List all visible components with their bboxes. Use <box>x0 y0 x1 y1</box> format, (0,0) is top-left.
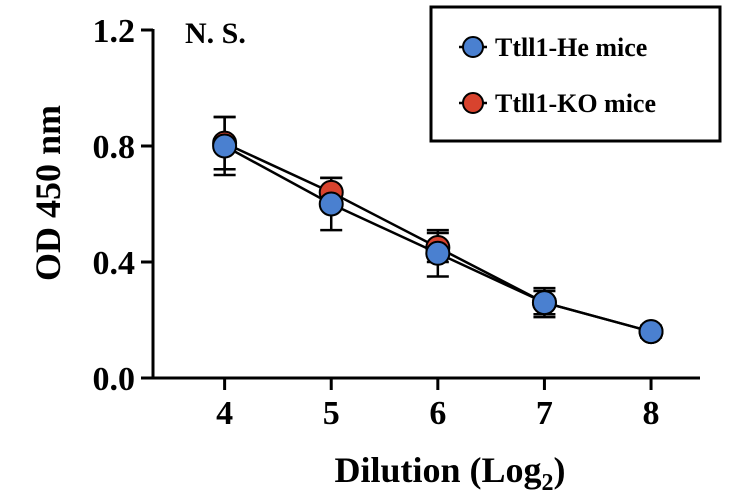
legend-marker <box>462 36 484 58</box>
plot-errors <box>213 115 663 339</box>
legend-label: Ttll1-He mice <box>495 33 647 62</box>
legend-label: Ttll1-KO mice <box>495 89 656 118</box>
x-tick-label: 5 <box>323 395 340 432</box>
y-tick-label: 0.8 <box>93 129 136 166</box>
y-tick-label: 1.2 <box>93 13 136 50</box>
x-axis-label: Dilution (Log2) <box>334 450 565 496</box>
data-point <box>638 319 664 345</box>
legend: Ttll1-He mice Ttll1-KO mice <box>429 5 722 143</box>
y-tick-label: 0.0 <box>93 361 136 398</box>
axes <box>151 29 700 380</box>
x-tick-label: 8 <box>643 395 660 432</box>
x-tick-label: 7 <box>536 395 553 432</box>
significance-annotation: N. S. <box>185 17 246 50</box>
legend-marker <box>462 92 484 114</box>
x-axis-label-main: Dilution (Log <box>334 450 541 490</box>
x-axis-label-suffix: ) <box>554 450 566 490</box>
data-point <box>531 290 557 316</box>
data-point <box>425 240 451 266</box>
x-tick-label: 4 <box>216 395 233 432</box>
plot-markers <box>212 130 664 345</box>
data-point <box>212 133 238 159</box>
x-tick-label: 6 <box>429 395 446 432</box>
y-axis-label: OD 450 nm <box>28 105 68 281</box>
x-axis-label-subscript: 2 <box>542 470 554 496</box>
legend-box <box>429 5 722 143</box>
ticks: 0.0 0.4 0.8 1.2 4 5 6 7 8 <box>93 13 660 432</box>
data-point <box>318 191 344 217</box>
y-tick-label: 0.4 <box>93 245 136 282</box>
